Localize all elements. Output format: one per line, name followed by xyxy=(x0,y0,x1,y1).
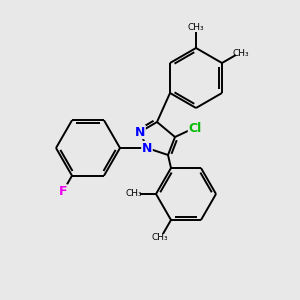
Text: F: F xyxy=(59,185,67,198)
Text: CH₃: CH₃ xyxy=(152,233,168,242)
Text: N: N xyxy=(135,125,145,139)
Text: Cl: Cl xyxy=(188,122,202,136)
Text: CH₃: CH₃ xyxy=(188,23,204,32)
Text: CH₃: CH₃ xyxy=(233,49,249,58)
Text: N: N xyxy=(142,142,152,154)
Text: CH₃: CH₃ xyxy=(126,190,142,199)
